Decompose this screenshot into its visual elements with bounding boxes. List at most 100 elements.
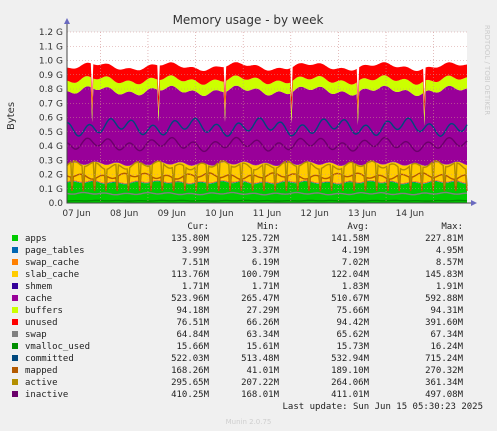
x-tick-label: 10 Jun	[205, 209, 233, 219]
legend-name-shmem: shmem	[25, 282, 53, 292]
legend-min-active: 207.22M	[241, 378, 279, 388]
legend-avg-inactive: 411.01M	[331, 390, 369, 400]
legend-name-mapped: mapped	[25, 366, 58, 376]
legend-max-vmalloc_used: 16.24M	[430, 342, 463, 352]
x-tick-label: 14 Jun	[396, 209, 424, 219]
legend-swatch-shmem	[12, 283, 18, 289]
legend-row-buffers: buffers 94.18M 27.29M 75.66M 94.31M	[12, 305, 463, 317]
legend-min-shmem: 1.71M	[251, 282, 279, 292]
munin-version: Munin 2.0.75	[225, 418, 272, 426]
area-cache	[67, 85, 467, 166]
y-tick-label: 0.8 G	[39, 85, 63, 95]
legend-avg-committed: 532.94M	[331, 354, 369, 364]
legend-swatch-swap	[12, 331, 18, 337]
memory-chart: Memory usage - by week Bytes RRDTOOL / T…	[6, 13, 491, 219]
y-tick-label: 0.2 G	[39, 171, 63, 181]
legend-avg-unused: 94.42M	[336, 318, 369, 328]
legend-min-page_tables: 3.37M	[251, 246, 279, 256]
legend-cur-active: 295.65M	[171, 378, 209, 388]
legend-name-inactive: inactive	[25, 390, 69, 400]
legend-min-swap: 63.34M	[246, 330, 279, 340]
legend-cur-swap_cache: 7.51M	[181, 258, 209, 268]
col-avg: Avg:	[347, 222, 369, 232]
legend-max-cache: 592.88M	[425, 294, 463, 304]
legend-swatch-apps	[12, 235, 18, 241]
legend-name-vmalloc_used: vmalloc_used	[25, 342, 91, 352]
legend-min-vmalloc_used: 15.61M	[246, 342, 279, 352]
legend-min-inactive: 168.01M	[241, 390, 279, 400]
legend-name-swap_cache: swap_cache	[25, 258, 80, 268]
legend-cur-mapped: 168.26M	[171, 366, 209, 376]
legend-table: Cur: Min: Avg: Max: apps 135.80M 125.72M 14…	[12, 221, 463, 401]
legend-max-shmem: 1.91M	[435, 282, 463, 292]
legend-row-swap_cache: swap_cache 7.51M 6.19M 7.02M 8.57M	[12, 257, 463, 269]
y-tick-label: 0.1 G	[39, 185, 63, 195]
legend-name-active: active	[25, 378, 58, 388]
y-tick-label: 1.0 G	[39, 57, 63, 67]
legend-row-swap: swap 64.84M 63.34M 65.62M 67.34M	[12, 329, 463, 341]
x-tick-label: 07 Jun	[62, 209, 90, 219]
x-axis-arrow	[471, 200, 477, 206]
legend-avg-mapped: 189.10M	[331, 366, 369, 376]
area-unused	[67, 62, 467, 115]
legend-swatch-slab_cache	[12, 271, 18, 277]
legend-max-apps: 227.81M	[425, 234, 463, 244]
area-buffers	[67, 75, 467, 126]
legend-min-unused: 66.26M	[246, 318, 279, 328]
legend-max-swap: 67.34M	[430, 330, 463, 340]
legend-name-swap: swap	[25, 330, 47, 340]
legend-row-committed: committed 522.03M 513.48M 532.94M 715.24M	[12, 353, 463, 365]
legend-swatch-committed	[12, 355, 18, 361]
legend-swatch-page_tables	[12, 247, 18, 253]
legend-max-page_tables: 4.95M	[435, 246, 463, 256]
legend-row-cache: cache 523.96M 265.47M 510.67M 592.88M	[12, 293, 463, 305]
y-tick-label: 0.4 G	[39, 142, 63, 152]
legend-swatch-inactive	[12, 391, 18, 397]
legend-name-unused: unused	[25, 318, 58, 328]
legend-min-cache: 265.47M	[241, 294, 279, 304]
legend-max-slab_cache: 145.83M	[425, 270, 463, 280]
legend-min-committed: 513.48M	[241, 354, 279, 364]
legend-swatch-swap_cache	[12, 259, 18, 265]
legend-min-apps: 125.72M	[241, 234, 279, 244]
last-update: Last update: Sun Jun 15 05:30:23 2025	[282, 402, 483, 412]
line-swap	[66, 191, 467, 196]
legend-name-buffers: buffers	[25, 306, 63, 316]
legend-cur-unused: 76.51M	[176, 318, 209, 328]
legend-row-slab_cache: slab_cache 113.76M 100.79M 122.04M 145.83M	[12, 269, 463, 281]
legend-name-apps: apps	[25, 234, 47, 244]
legend-name-slab_cache: slab_cache	[25, 270, 80, 280]
legend-cur-committed: 522.03M	[171, 354, 209, 364]
legend-swatch-unused	[12, 319, 18, 325]
col-max: Max:	[441, 222, 463, 232]
y-axis-label: Bytes	[6, 102, 17, 130]
legend-swatch-buffers	[12, 307, 18, 313]
legend-avg-swap: 65.62M	[336, 330, 369, 340]
x-tick-label: 13 Jun	[348, 209, 376, 219]
legend-max-committed: 715.24M	[425, 354, 463, 364]
legend-min-buffers: 27.29M	[246, 306, 279, 316]
y-tick-label: 1.1 G	[39, 42, 63, 52]
legend-cur-swap: 64.84M	[176, 330, 209, 340]
legend-max-swap_cache: 8.57M	[435, 258, 463, 268]
legend-min-mapped: 41.01M	[246, 366, 279, 376]
legend-avg-slab_cache: 122.04M	[331, 270, 369, 280]
chart-title: Memory usage - by week	[173, 13, 324, 27]
y-tick-label: 0.3 G	[39, 156, 63, 166]
legend-min-slab_cache: 100.79M	[241, 270, 279, 280]
legend-avg-apps: 141.58M	[331, 234, 369, 244]
legend-row-inactive: inactive 410.25M 168.01M 411.01M 497.08M	[12, 389, 463, 401]
legend-header-row: Cur: Min: Avg: Max:	[12, 221, 463, 233]
line-vmalloc_used	[67, 199, 468, 202]
legend-max-mapped: 270.32M	[425, 366, 463, 376]
legend-row-shmem: shmem 1.71M 1.71M 1.83M 1.91M	[12, 281, 463, 293]
legend-swatch-vmalloc_used	[12, 343, 18, 349]
line-active	[66, 160, 468, 187]
legend-row-active: active 295.65M 207.22M 264.06M 361.34M	[12, 377, 463, 389]
legend-avg-cache: 510.67M	[331, 294, 369, 304]
legend-avg-swap_cache: 7.02M	[341, 258, 369, 268]
area-apps	[67, 181, 467, 203]
x-tick-label: 09 Jun	[158, 209, 186, 219]
col-min: Min:	[257, 222, 279, 232]
